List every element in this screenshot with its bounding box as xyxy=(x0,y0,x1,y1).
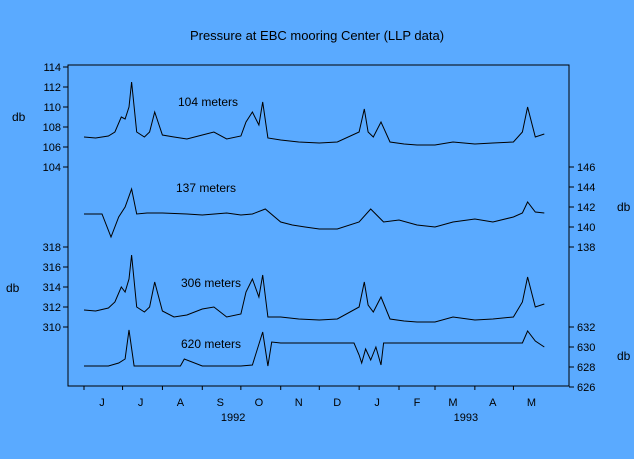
series-line-104-meters xyxy=(83,81,545,146)
left-tick-label: 318 xyxy=(43,242,61,254)
left-tick-label: 110 xyxy=(43,102,61,114)
axes-group: 104 106 108 110 112 114 310 312 314 316 318 138 140 1… xyxy=(43,62,596,424)
month-tick-label: D xyxy=(333,397,341,409)
month-tick-label: A xyxy=(489,397,497,409)
year-label: 1992 xyxy=(221,412,245,424)
month-tick-label: S xyxy=(217,397,224,409)
left-tick-label: 314 xyxy=(43,282,61,294)
right-tick-label: 140 xyxy=(577,222,595,234)
right-tick-label: 144 xyxy=(577,182,595,194)
left-tick-label: 316 xyxy=(43,262,61,274)
left-tick-label: 108 xyxy=(43,122,61,134)
month-tick-label: F xyxy=(414,397,421,409)
right-tick-label: 632 xyxy=(577,322,595,334)
right-tick-label: 146 xyxy=(577,162,595,174)
right-tick-label: 142 xyxy=(577,202,595,214)
right-lower-unit-label: db xyxy=(617,349,631,363)
series-label: 104 meters xyxy=(178,95,238,109)
series-line-306-meters xyxy=(83,254,545,323)
month-tick-label: J xyxy=(99,397,105,409)
left-lower-unit-label: db xyxy=(6,281,20,295)
left-tick-label: 112 xyxy=(43,82,61,94)
series-group: 104 meters 137 meters 306 meters 620 meters xyxy=(83,81,545,367)
year-label: 1993 xyxy=(454,412,478,424)
series-label: 306 meters xyxy=(181,276,241,290)
right-tick-label: 628 xyxy=(577,362,595,374)
series-line-137-meters xyxy=(84,187,545,239)
month-tick-label: J xyxy=(374,397,380,409)
month-tick-label: N xyxy=(295,397,303,409)
series-label: 137 meters xyxy=(176,181,236,195)
month-tick-label: M xyxy=(448,397,457,409)
right-tick-label: 138 xyxy=(577,242,595,254)
month-tick-label: O xyxy=(255,397,264,409)
left-tick-label: 106 xyxy=(43,142,61,154)
left-tick-label: 310 xyxy=(43,322,61,334)
month-tick-label: J xyxy=(138,397,144,409)
right-tick-label: 630 xyxy=(577,342,595,354)
series-line-620-meters xyxy=(84,329,545,367)
series-label: 620 meters xyxy=(181,337,241,351)
left-tick-label: 312 xyxy=(43,302,61,314)
left-tick-label: 104 xyxy=(43,162,61,174)
month-tick-label: A xyxy=(177,397,185,409)
left-upper-unit-label: db xyxy=(12,110,26,124)
right-tick-label: 626 xyxy=(577,382,595,394)
month-tick-label: M xyxy=(527,397,536,409)
right-upper-unit-label: db xyxy=(617,200,631,214)
plot-frame xyxy=(67,64,570,387)
chart-title: Pressure at EBC mooring Center (LLP data… xyxy=(190,28,444,43)
left-tick-label: 114 xyxy=(43,62,61,74)
